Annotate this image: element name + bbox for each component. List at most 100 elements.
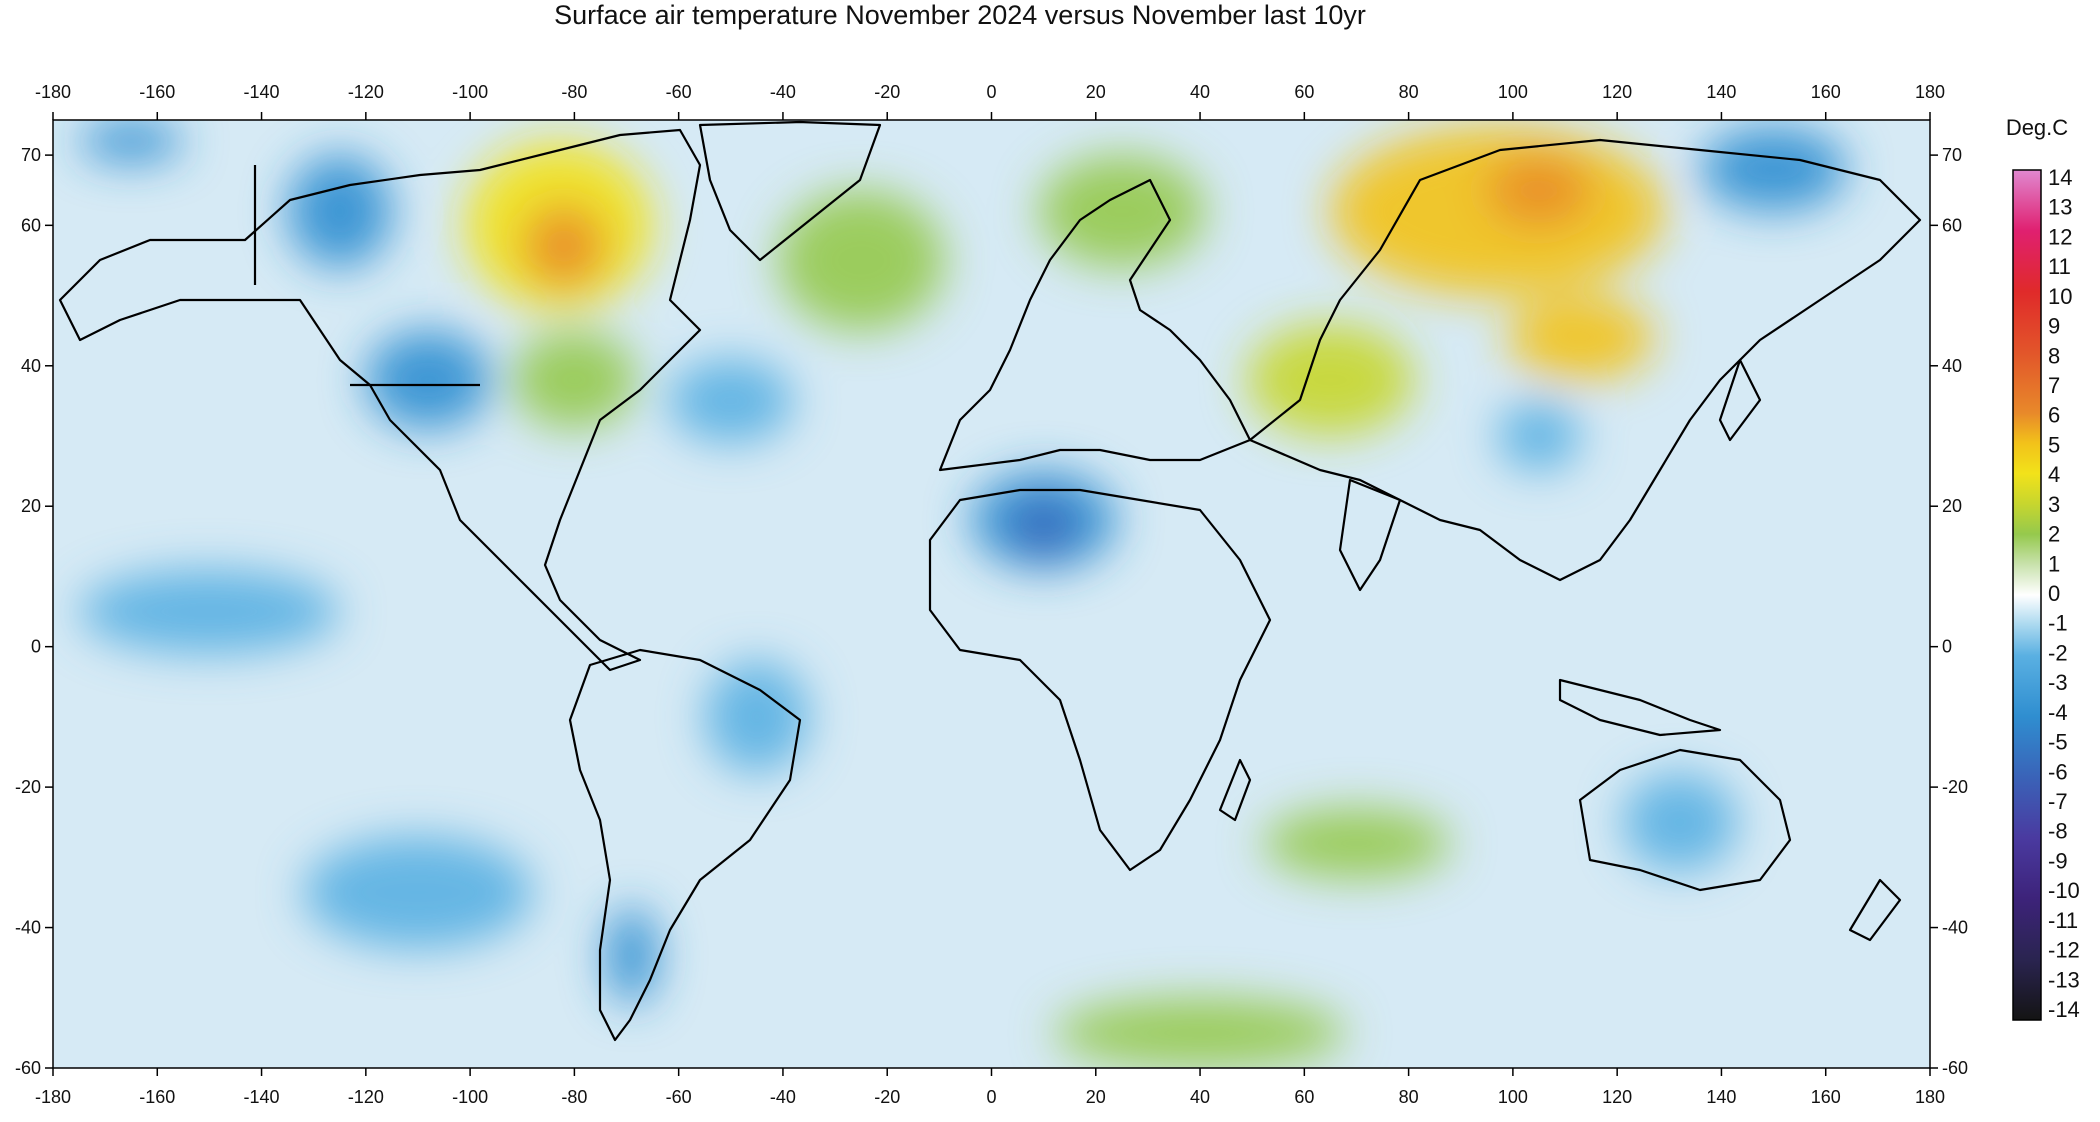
- lat-label-left: 70: [21, 145, 41, 165]
- lon-label-bottom: 160: [1811, 1087, 1841, 1107]
- anomaly-region-21: [704, 660, 810, 774]
- lat-label-right: -40: [1942, 918, 1968, 938]
- lon-label-bottom: -40: [770, 1087, 796, 1107]
- lon-label-top: -60: [666, 82, 692, 102]
- lon-label-bottom: -100: [452, 1087, 488, 1107]
- lon-label-bottom: -80: [561, 1087, 587, 1107]
- colorbar-label: 0: [2048, 581, 2060, 606]
- lon-label-bottom: 180: [1915, 1087, 1945, 1107]
- colorbar-label: 12: [2048, 224, 2072, 249]
- lon-label-bottom: 100: [1498, 1087, 1528, 1107]
- lat-label-left: 20: [21, 496, 41, 516]
- colorbar-label: 4: [2048, 462, 2060, 487]
- anomaly-region-22: [79, 569, 340, 654]
- anomaly-region-20: [303, 836, 533, 949]
- lon-label-top: 160: [1811, 82, 1841, 102]
- lat-label-left: 60: [21, 215, 41, 235]
- lat-label-right: 40: [1942, 356, 1962, 376]
- lat-label-left: -20: [15, 777, 41, 797]
- map-plot-area: [52, 119, 1931, 1069]
- lat-label-left: -60: [15, 1058, 41, 1078]
- lon-label-top: 180: [1915, 82, 1945, 102]
- map-axes: -180 -180 -160 -160 -140 -140 -120 -120 -100 -100…: [15, 82, 1968, 1107]
- anomaly-region-18: [1622, 773, 1738, 872]
- lat-label-right: 20: [1942, 496, 1962, 516]
- lon-label-bottom: -180: [35, 1087, 71, 1107]
- anomaly-region-23: [1497, 400, 1581, 472]
- anomaly-region-4: [522, 204, 606, 289]
- lon-label-top: 0: [986, 82, 996, 102]
- colorbar-label: -12: [2048, 938, 2080, 963]
- anomaly-region-0: [1330, 127, 1665, 296]
- anomaly-region-19: [668, 358, 794, 444]
- colorbar-label: 8: [2048, 343, 2060, 368]
- colorbar-label: -2: [2048, 640, 2068, 665]
- colorbar: Deg.C 14131211109876543210-1-2-3-4-5-6-7…: [2006, 115, 2080, 1022]
- lat-label-right: -20: [1942, 777, 1968, 797]
- lat-label-left: 40: [21, 356, 41, 376]
- colorbar-label: -3: [2048, 670, 2068, 695]
- colorbar-label: -14: [2048, 997, 2080, 1022]
- colorbar-label: -11: [2048, 908, 2078, 933]
- anomaly-field: [53, 120, 1930, 1068]
- lon-label-bottom: 60: [1294, 1087, 1314, 1107]
- anomaly-region-8: [777, 190, 945, 331]
- colorbar-label: -6: [2048, 759, 2068, 784]
- colorbar-gradient: [2012, 169, 2042, 1021]
- colorbar-label: -5: [2048, 730, 2068, 755]
- colorbar-label: -1: [2048, 611, 2068, 636]
- colorbar-label: 10: [2048, 284, 2072, 309]
- lon-label-top: 60: [1294, 82, 1314, 102]
- lon-label-top: 40: [1190, 82, 1210, 102]
- colorbar-label: -13: [2048, 967, 2080, 992]
- lon-label-top: 100: [1498, 82, 1528, 102]
- colorbar-label: 6: [2048, 403, 2060, 428]
- anomaly-region-10: [1262, 808, 1451, 879]
- anomaly-region-6: [1246, 323, 1414, 437]
- lon-label-bottom: -20: [874, 1087, 900, 1107]
- lon-label-bottom: 40: [1190, 1087, 1210, 1107]
- lon-label-top: -80: [561, 82, 587, 102]
- anomaly-region-17: [605, 906, 658, 1005]
- lon-label-top: -40: [770, 82, 796, 102]
- lat-label-right: 0: [1942, 637, 1952, 657]
- lon-label-bottom: -60: [666, 1087, 692, 1107]
- colorbar-label: 1: [2048, 551, 2060, 576]
- anomaly-region-1: [1486, 155, 1592, 226]
- colorbar-label: 5: [2048, 432, 2060, 457]
- colorbar-label: 2: [2048, 522, 2060, 547]
- colorbar-label: 13: [2048, 195, 2072, 220]
- anomaly-region-7: [511, 330, 637, 429]
- colorbar-label: -10: [2048, 878, 2080, 903]
- lat-label-right: 60: [1942, 215, 1962, 235]
- lon-label-top: 120: [1602, 82, 1632, 102]
- anomaly-region-14: [287, 155, 392, 268]
- lon-label-bottom: 20: [1086, 1087, 1106, 1107]
- lat-label-right: -60: [1942, 1058, 1968, 1078]
- lon-label-bottom: -140: [244, 1087, 280, 1107]
- lon-label-top: -120: [348, 82, 384, 102]
- lon-label-top: 80: [1399, 82, 1419, 102]
- lon-label-bottom: 120: [1602, 1087, 1632, 1107]
- colorbar-label: -8: [2048, 819, 2068, 844]
- lon-label-bottom: 140: [1706, 1087, 1736, 1107]
- lon-label-top: -20: [874, 82, 900, 102]
- lon-label-bottom: 0: [986, 1087, 996, 1107]
- colorbar-title: Deg.C: [2006, 115, 2068, 140]
- anomaly-region-16: [1700, 127, 1847, 212]
- lon-label-bottom: -160: [139, 1087, 175, 1107]
- anomaly-region-5: [1038, 155, 1206, 268]
- anomaly-region-12: [1012, 499, 1075, 556]
- lon-label-bottom: -120: [348, 1087, 384, 1107]
- lat-label-right: 70: [1942, 145, 1962, 165]
- colorbar-label: -9: [2048, 848, 2068, 873]
- colorbar-label: 7: [2048, 373, 2060, 398]
- colorbar-label: -7: [2048, 789, 2068, 814]
- colorbar-label: 3: [2048, 492, 2060, 517]
- anomaly-region-2: [1507, 295, 1654, 380]
- colorbar-label: 11: [2048, 254, 2071, 279]
- lat-label-left: -40: [15, 918, 41, 938]
- colorbar-label: 9: [2048, 314, 2060, 339]
- colorbar-label: -4: [2048, 700, 2068, 725]
